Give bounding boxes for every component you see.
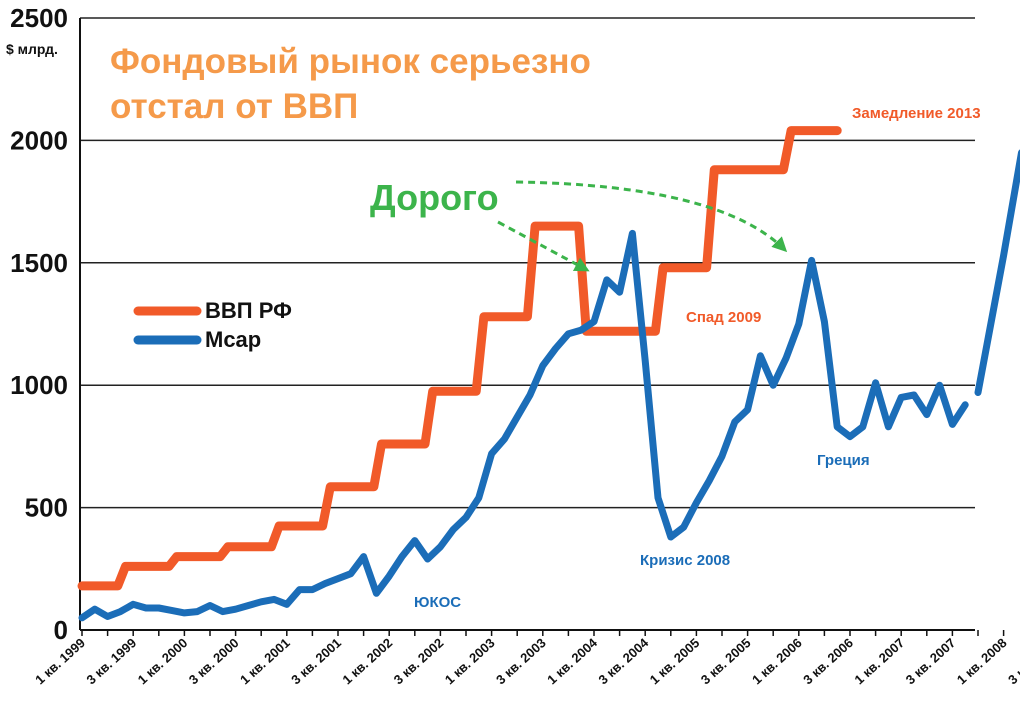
annotation-dorogo: Дорого: [370, 177, 499, 218]
x-tick-label: 3 кв. 2003: [493, 635, 549, 687]
y-tick-label: 1000: [10, 370, 68, 400]
y-tick-label: 1500: [10, 248, 68, 278]
x-tick-label: 1 кв. 2003: [442, 635, 498, 687]
y-tick-label: 0: [54, 615, 68, 645]
x-tick-label: 3 кв. 2004: [595, 635, 651, 688]
x-tick-label: 1 кв. 2005: [647, 635, 703, 687]
x-tick-label: 1 кв. 2000: [135, 635, 191, 687]
x-tick-label: 1 кв. 2006: [749, 635, 805, 687]
x-tick-label: 3 кв. 2007: [903, 635, 959, 687]
x-tick-label: 1 кв. 2007: [851, 635, 907, 687]
x-tick-label: 3 кв. 2006: [800, 635, 856, 687]
x-tick-label: 3 кв. 1999: [83, 635, 139, 687]
annotation-zamedlenie-2013: Замедление 2013: [852, 105, 981, 122]
legend-label-mcap: Mcap: [205, 327, 261, 352]
x-tick-label: 3 кв. 2008: [1005, 635, 1020, 687]
annotation-greciya: Греция: [817, 452, 870, 469]
series-line-mcap-segment-2: [974, 149, 1020, 396]
series-line-gdp: [77, 126, 842, 591]
x-tick-label: 1 кв. 2002: [339, 635, 395, 687]
y-unit-label: $ млрд.: [6, 41, 58, 57]
y-tick-label: 2500: [10, 3, 68, 33]
annotation-yukos: ЮКОС: [414, 594, 461, 611]
x-tick-label: 3 кв. 2005: [698, 635, 754, 687]
series-line-mcap-segment-1: [78, 229, 969, 622]
axes: [79, 18, 975, 631]
legend: ВВП РФ Mcap: [133, 298, 292, 352]
y-tick-labels: 0 500 1000 1500 2000 2500: [10, 3, 68, 645]
x-tick-label: 3 кв. 2001: [288, 635, 344, 687]
annotation-spad-2009: Спад 2009: [686, 309, 761, 326]
annotation-krizis-2008: Кризис 2008: [640, 552, 730, 569]
chart-title-line-2: отстал от ВВП: [110, 87, 358, 126]
y-tick-label: 500: [25, 493, 68, 523]
x-tick-label: 1 кв. 2004: [544, 635, 600, 688]
arrow-dorogo-to-2010: [515, 180, 788, 253]
series: [77, 126, 1020, 622]
x-tick-label: 3 кв. 2000: [186, 635, 242, 687]
x-tick-label: 1 кв. 2001: [237, 635, 293, 687]
x-tick-label: 1 кв. 2008: [954, 635, 1010, 687]
chart-title-line-1: Фондовый рынок серьезно: [110, 42, 591, 81]
arrow-dorogo-to-2007: [497, 220, 590, 272]
y-tick-label: 2000: [10, 125, 68, 155]
legend-label-gdp: ВВП РФ: [205, 298, 292, 323]
x-tick-label: 3 кв. 2002: [391, 635, 447, 687]
